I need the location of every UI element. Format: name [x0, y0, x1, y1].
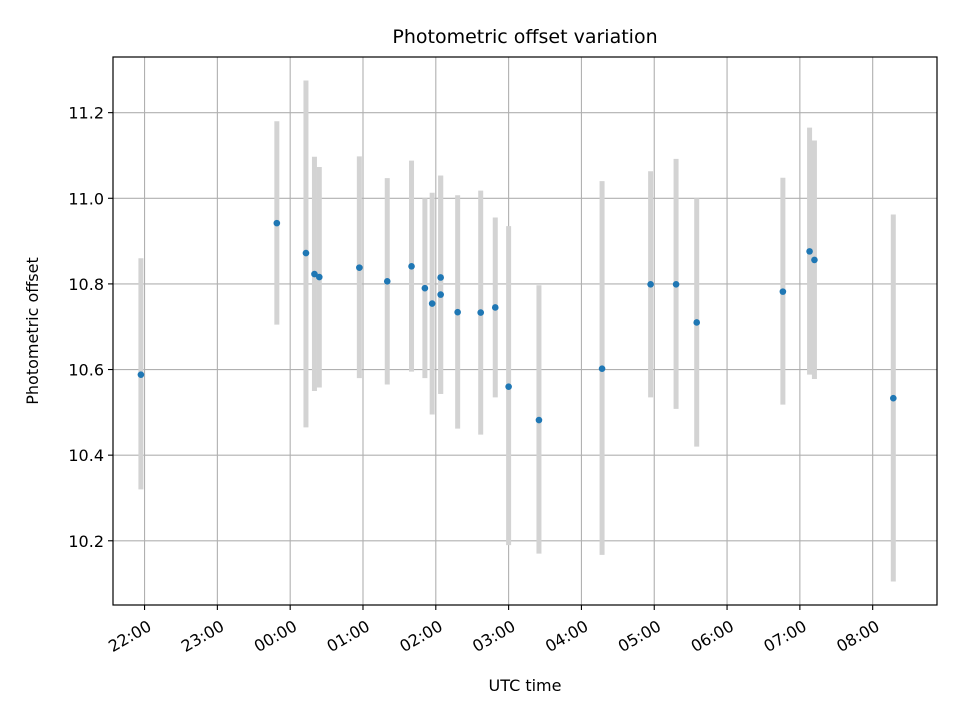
data-point [428, 300, 436, 307]
data-point [437, 291, 444, 298]
y-tick-label: 11.0 [68, 189, 104, 208]
chart-title: Photometric offset variation [392, 26, 657, 48]
y-tick-label: 10.8 [68, 275, 104, 294]
data-point [806, 248, 813, 255]
data-point [356, 264, 363, 271]
data-point [316, 273, 323, 281]
y-tick-label: 10.4 [68, 446, 104, 465]
data-point [598, 365, 606, 372]
plot-frame [112, 56, 938, 606]
data-point [693, 319, 701, 326]
data-point [137, 371, 145, 378]
y-tick-label: 10.6 [68, 361, 104, 380]
x-axis-title: UTC time [489, 676, 562, 695]
data-point [491, 304, 499, 311]
y-axis-title: Photometric offset [23, 257, 42, 405]
y-tick-label: 10.2 [68, 532, 104, 551]
data-point [779, 288, 787, 295]
data-point [505, 383, 512, 390]
data-point [477, 309, 485, 316]
data-point [454, 308, 461, 316]
data-point [302, 249, 310, 257]
data-point [311, 270, 318, 278]
data-point [672, 281, 680, 288]
grid [113, 57, 937, 605]
data-point [437, 274, 444, 281]
data-point [421, 284, 429, 292]
data-point [890, 394, 897, 402]
y-tick-label: 11.2 [68, 104, 104, 123]
data-point [811, 256, 818, 264]
data-points [137, 219, 897, 424]
data-point [273, 219, 281, 227]
data-point [408, 263, 415, 270]
data-point [647, 281, 654, 288]
data-point [383, 278, 391, 285]
data-point [535, 416, 543, 424]
y-axis-ticks: 10.2 10.4 10.6 10.8 11.0 11.2 [68, 104, 113, 551]
